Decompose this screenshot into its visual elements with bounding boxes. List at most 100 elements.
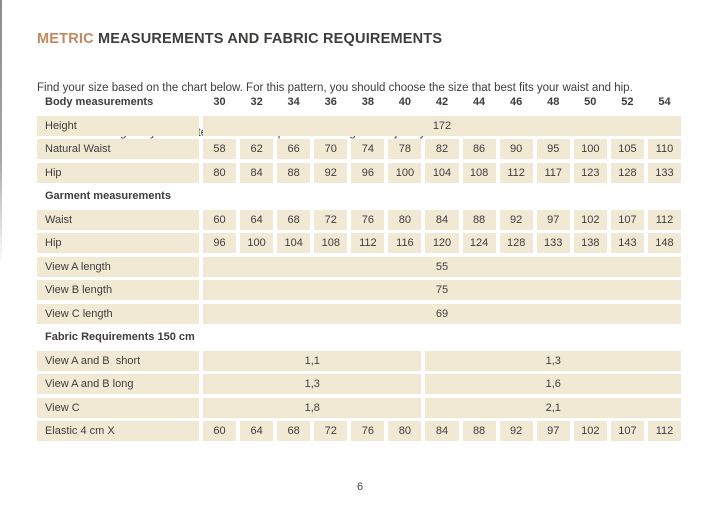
row-label: View A and B short xyxy=(37,350,199,371)
value-cell: 112 xyxy=(647,421,681,441)
value-cell: 143 xyxy=(610,233,644,253)
column-header-size: 48 xyxy=(547,96,560,108)
value-cell: 68 xyxy=(277,421,311,441)
value-cell: 78 xyxy=(388,139,422,159)
column-header-size: 32 xyxy=(250,96,263,108)
value-cell: 62 xyxy=(240,139,274,159)
row-label: View A and B long xyxy=(37,374,199,394)
value-cell: 116 xyxy=(388,233,422,253)
value-cell: 72 xyxy=(314,209,348,230)
value-cell: 138 xyxy=(573,233,607,253)
value-cell: 128 xyxy=(610,162,644,183)
value-cell: 105 xyxy=(610,139,644,159)
value-cell: 108 xyxy=(314,233,348,253)
row-label: Waist xyxy=(37,209,199,230)
value-cell: 110 xyxy=(647,139,681,159)
value-cell: 60 xyxy=(203,421,237,441)
measurements-table: Body measurements 30 32 34 36 38 40 42 44 46 48 50 5… xyxy=(37,92,681,441)
value-cell: 70 xyxy=(314,139,348,159)
split-value-cell-right: 1,3 xyxy=(425,350,681,371)
value-cell: 84 xyxy=(240,162,274,183)
column-header-size: 50 xyxy=(584,96,597,108)
row-label: View A length xyxy=(37,256,199,277)
value-cell: 107 xyxy=(610,421,644,441)
page-edge-shadow xyxy=(0,0,2,265)
value-cell: 92 xyxy=(314,162,348,183)
value-cell: 86 xyxy=(462,139,496,159)
value-cell: 112 xyxy=(499,162,533,183)
value-cell: 80 xyxy=(388,209,422,230)
value-cell: 88 xyxy=(277,162,311,183)
value-cell: 64 xyxy=(240,209,274,230)
value-cell: 148 xyxy=(647,233,681,253)
value-cell: 88 xyxy=(462,209,496,230)
value-cell: 88 xyxy=(462,421,496,441)
span-value-cell: 69 xyxy=(203,303,681,324)
value-cell: 95 xyxy=(536,139,570,159)
row-label: Hip xyxy=(37,233,199,253)
value-cell: 84 xyxy=(425,209,459,230)
value-cell: 90 xyxy=(499,139,533,159)
value-cell: 128 xyxy=(499,233,533,253)
value-cell: 92 xyxy=(499,421,533,441)
value-cell: 100 xyxy=(240,233,274,253)
column-header-size: 52 xyxy=(621,96,634,108)
value-cell: 97 xyxy=(536,209,570,230)
row-label: View C length xyxy=(37,303,199,324)
value-cell: 108 xyxy=(462,162,496,183)
value-cell: 96 xyxy=(203,233,237,253)
value-cell: 76 xyxy=(351,209,385,230)
page-title: METRIC MEASUREMENTS AND FABRIC REQUIREME… xyxy=(37,31,687,47)
value-cell: 112 xyxy=(647,209,681,230)
section-header: Garment measurements xyxy=(45,190,171,202)
page-title-rest: MEASUREMENTS AND FABRIC REQUIREMENTS xyxy=(93,31,443,47)
value-cell: 64 xyxy=(240,421,274,441)
page-number: 6 xyxy=(356,481,364,493)
value-cell: 82 xyxy=(425,139,459,159)
row-label: Elastic 4 cm X xyxy=(37,421,199,441)
row-label: Height xyxy=(37,115,199,136)
column-header-size: 42 xyxy=(435,96,449,108)
row-label: View B length xyxy=(37,280,199,300)
column-header-size: 30 xyxy=(213,96,226,108)
value-cell: 107 xyxy=(610,209,644,230)
split-value-cell-right: 2,1 xyxy=(425,397,681,418)
column-header-size: 34 xyxy=(287,96,300,108)
value-cell: 84 xyxy=(425,421,459,441)
value-cell: 68 xyxy=(277,209,311,230)
value-cell: 66 xyxy=(277,139,311,159)
value-cell: 58 xyxy=(203,139,237,159)
split-value-cell-left: 1,3 xyxy=(203,374,422,394)
value-cell: 72 xyxy=(314,421,348,441)
subtitle-line-1: Find your size based on the chart below.… xyxy=(37,82,633,94)
page-title-accent: METRIC xyxy=(37,31,94,47)
column-header-size: 36 xyxy=(324,96,337,108)
value-cell: 133 xyxy=(647,162,681,183)
value-cell: 80 xyxy=(388,421,422,441)
section-header: Fabric Requirements 150 cm xyxy=(45,331,195,343)
row-label: Natural Waist xyxy=(37,139,199,159)
value-cell: 96 xyxy=(351,162,385,183)
value-cell: 117 xyxy=(536,162,570,183)
split-value-cell-right: 1,6 xyxy=(425,374,681,394)
column-header-size: 54 xyxy=(658,96,671,108)
value-cell: 92 xyxy=(499,209,533,230)
row-label: Hip xyxy=(37,162,199,183)
value-cell: 104 xyxy=(277,233,311,253)
value-cell: 102 xyxy=(573,421,607,441)
value-cell: 80 xyxy=(203,162,237,183)
value-cell: 97 xyxy=(536,421,570,441)
value-cell: 133 xyxy=(536,233,570,253)
value-cell: 123 xyxy=(573,162,607,183)
column-header-size: 44 xyxy=(472,96,486,108)
span-value-cell: 172 xyxy=(203,115,681,136)
column-header-size: 40 xyxy=(398,96,412,108)
split-value-cell-left: 1,8 xyxy=(203,397,422,418)
value-cell: 100 xyxy=(573,139,607,159)
value-cell: 102 xyxy=(573,209,607,230)
value-cell: 100 xyxy=(388,162,422,183)
row-label: View C xyxy=(37,397,199,418)
column-header-size: 38 xyxy=(361,96,374,108)
value-cell: 74 xyxy=(351,139,385,159)
